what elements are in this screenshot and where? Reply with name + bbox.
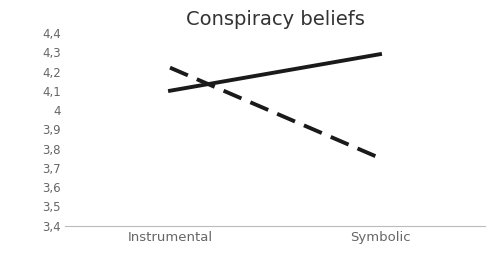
Title: Conspiracy beliefs: Conspiracy beliefs — [186, 10, 364, 29]
